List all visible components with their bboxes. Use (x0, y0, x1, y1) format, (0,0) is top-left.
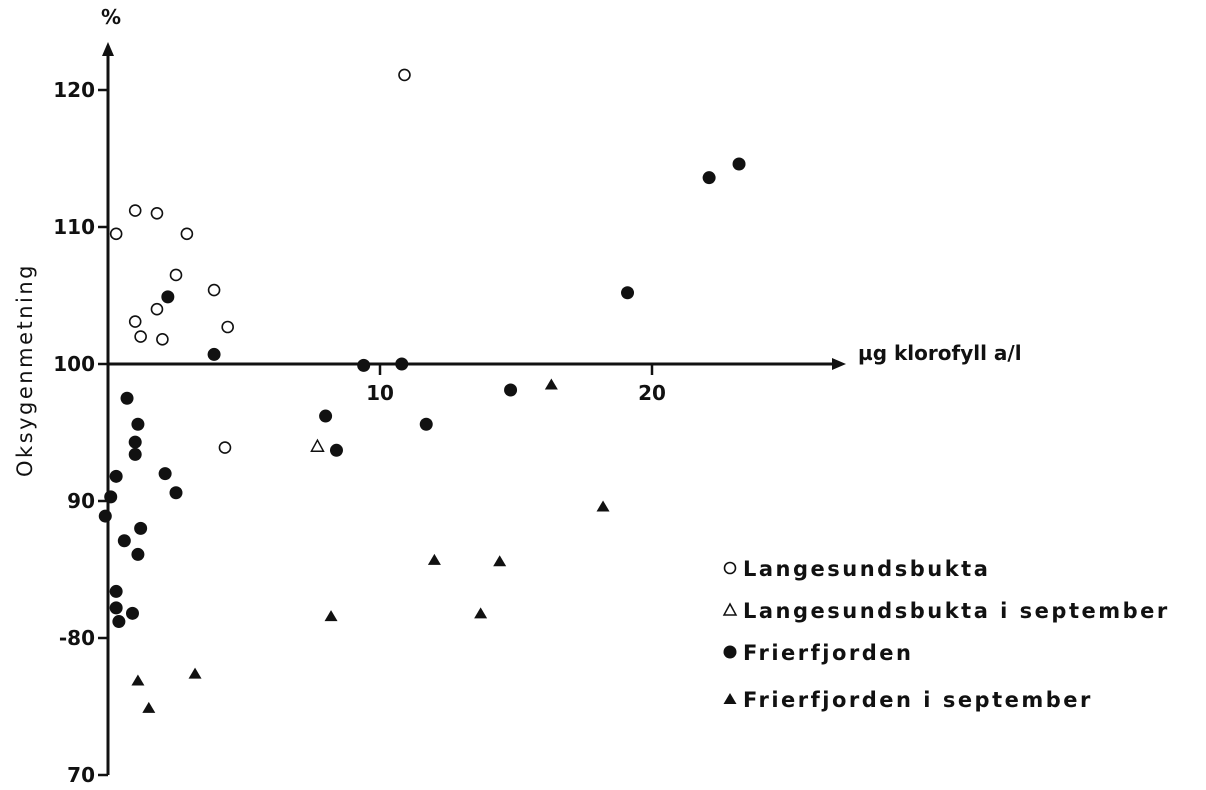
data-point (126, 607, 139, 620)
data-point (135, 331, 146, 342)
y-tick-label: 110 (53, 215, 95, 239)
data-point (181, 228, 192, 239)
x-tick-label: 20 (638, 381, 666, 405)
data-point (130, 316, 141, 327)
data-point (621, 286, 634, 299)
data-point (493, 555, 506, 566)
data-point (161, 290, 174, 303)
data-point (330, 444, 343, 457)
data-point (134, 522, 147, 535)
data-point (171, 269, 182, 280)
y-tick-label: 120 (53, 78, 95, 102)
data-point (151, 304, 162, 315)
y-tick-label: -80 (59, 626, 95, 650)
legend-marker (724, 646, 737, 659)
x-axis-arrowhead (832, 358, 846, 370)
data-point (110, 470, 123, 483)
data-point (129, 436, 142, 449)
y-tick-label: 70 (67, 763, 95, 787)
legend-marker (725, 563, 736, 574)
data-point (597, 500, 610, 511)
data-point (189, 668, 202, 679)
y-axis-arrowhead (102, 42, 114, 56)
data-point (209, 285, 220, 296)
data-point (130, 205, 141, 216)
data-point (319, 410, 332, 423)
legend: Langesundsbukta Langesundsbukta i septemb… (724, 557, 1170, 712)
data-point (142, 702, 155, 713)
y-axis-unit: % (101, 5, 121, 29)
x-tick-label: 10 (366, 381, 394, 405)
data-point (118, 534, 131, 547)
data-point (395, 358, 408, 371)
legend-label: Frierfjorden i september (743, 688, 1093, 712)
data-point (99, 510, 112, 523)
data-point (222, 322, 233, 333)
data-point (399, 69, 410, 80)
data-point (474, 607, 487, 618)
data-point (733, 157, 746, 170)
data-point (159, 467, 172, 480)
data-point (112, 615, 125, 628)
x-axis-title: µg klorofyll a/l (858, 341, 1022, 365)
data-point (157, 334, 168, 345)
legend-marker (724, 693, 737, 704)
data-point (504, 384, 517, 397)
data-point (325, 610, 338, 621)
data-point (131, 548, 144, 561)
data-point (170, 486, 183, 499)
y-axis-title: Oksygenmetning (13, 263, 37, 477)
ticks: 70 -80 90 100 110 120 10 20 (53, 78, 666, 787)
data-point (104, 490, 117, 503)
legend-marker (724, 604, 736, 615)
data-point (151, 208, 162, 219)
legend-label: Frierfjorden (743, 641, 914, 665)
data-point (208, 348, 221, 361)
data-point (110, 585, 123, 598)
data-point (428, 554, 441, 565)
data-point (219, 442, 230, 453)
data-point (545, 379, 558, 390)
legend-label: Langesundsbukta i september (743, 599, 1170, 623)
data-point (121, 392, 134, 405)
axes (102, 42, 846, 775)
data-point (357, 359, 370, 372)
data-point (311, 440, 323, 451)
data-point (420, 418, 433, 431)
data-point (129, 448, 142, 461)
data-point (110, 601, 123, 614)
y-tick-label: 90 (67, 489, 95, 513)
data-point (131, 418, 144, 431)
data-point (111, 228, 122, 239)
legend-label: Langesundsbukta (743, 557, 990, 581)
data-point (703, 171, 716, 184)
data-point (131, 674, 144, 685)
y-tick-label: 100 (53, 352, 95, 376)
